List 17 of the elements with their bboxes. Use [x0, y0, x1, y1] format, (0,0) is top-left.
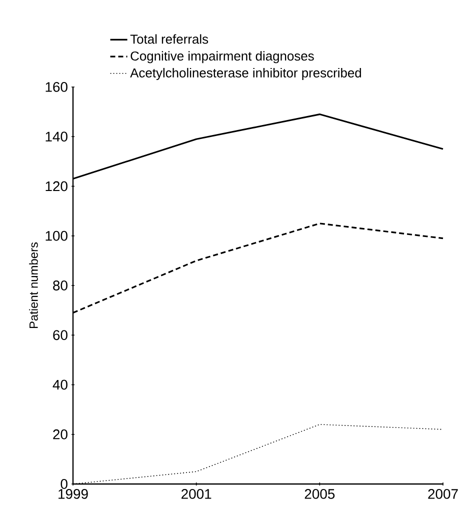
x-tick-label: 1999: [58, 489, 88, 499]
y-tick-label: 20: [53, 429, 68, 440]
y-tick-label: 40: [52, 380, 68, 390]
y-tick-label: 100: [46, 230, 68, 241]
x-tick-label: 2005: [304, 489, 335, 499]
y-tick-label: 0: [60, 479, 68, 489]
y-tick-label: 80: [53, 280, 68, 290]
legend-label: Acetylcholinesterase inhibitor prescribed: [130, 68, 362, 80]
y-tick-label: 140: [46, 132, 68, 142]
legend-label: Cognitive impairment diagnoses: [130, 51, 314, 64]
x-tick-label: 2001: [182, 489, 212, 499]
x-tick-label: 2007: [428, 489, 458, 499]
y-tick-label: 160: [46, 82, 68, 92]
legend-label: Total referrals: [130, 34, 208, 44]
y-tick-label: 60: [53, 330, 68, 340]
y-tick-label: 120: [46, 181, 68, 192]
y-axis-title: Patient numbers: [29, 242, 38, 328]
